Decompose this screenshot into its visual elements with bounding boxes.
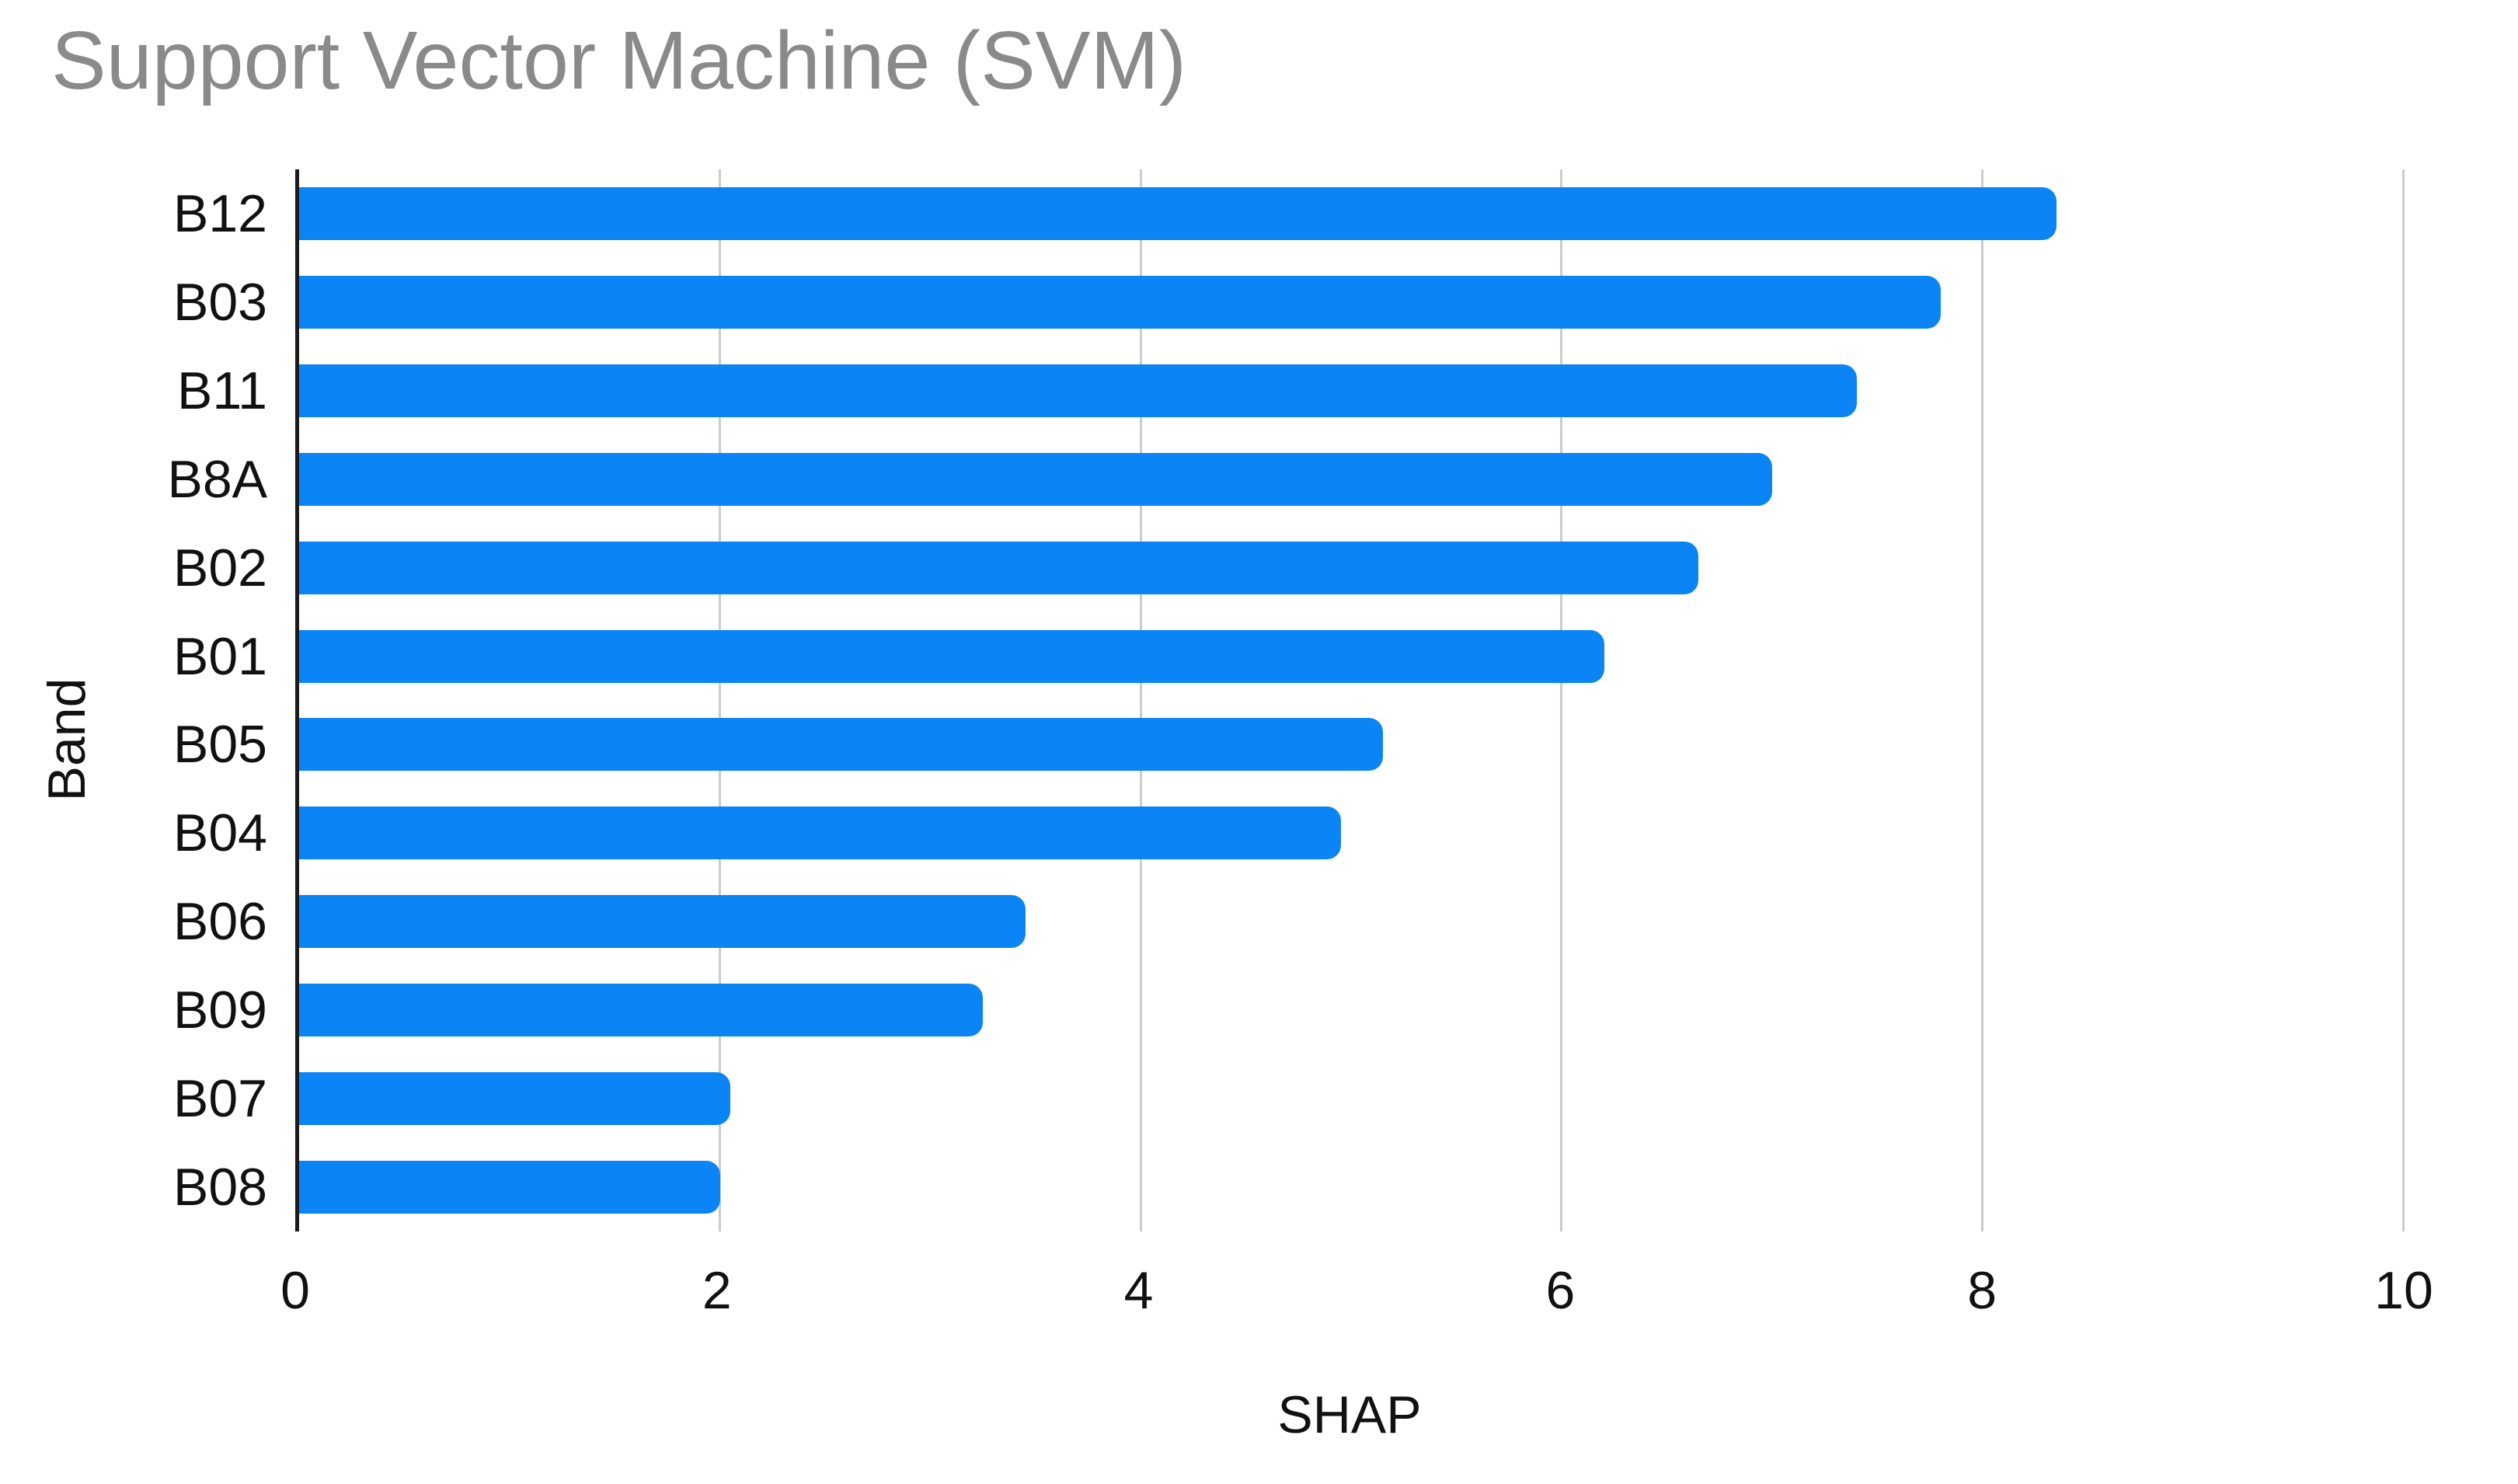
y-tick-label-B01: B01	[173, 626, 267, 686]
gridline-x-6	[1560, 169, 1563, 1231]
bar-row-B03	[299, 258, 2404, 347]
y-tick-label-B05: B05	[173, 715, 267, 775]
bar-row-B02	[299, 524, 2404, 612]
gridline-x-4	[1139, 169, 1142, 1231]
bar-row-B09	[299, 966, 2404, 1054]
x-tick-label-8: 8	[1967, 1261, 1997, 1320]
y-tick-label-B09: B09	[173, 981, 267, 1040]
y-tick-label-B08: B08	[173, 1158, 267, 1218]
bar-row-B05	[299, 701, 2404, 789]
bar-B05	[299, 718, 1384, 772]
chart-title: Support Vector Machine (SVM)	[51, 15, 1187, 106]
bar-B03	[299, 275, 1942, 329]
bar-row-B12	[299, 169, 2404, 258]
bar-B12	[299, 186, 2057, 240]
bar-row-B11	[299, 347, 2404, 435]
bar-row-B07	[299, 1054, 2404, 1143]
gridline-x-8	[1981, 169, 1984, 1231]
gridline-x-10	[2402, 169, 2405, 1231]
y-tick-label-B04: B04	[173, 803, 267, 863]
x-tick-label-2: 2	[702, 1261, 732, 1320]
bar-row-B06	[299, 877, 2404, 966]
x-tick-label-10: 10	[2374, 1261, 2433, 1320]
bar-B8A	[299, 452, 1773, 506]
gridline-x-2	[718, 169, 721, 1231]
y-tick-label-B06: B06	[173, 892, 267, 952]
plot-area	[295, 169, 2405, 1231]
bar-row-B04	[299, 789, 2404, 877]
bar-B01	[299, 629, 1604, 683]
bar-B09	[299, 984, 984, 1037]
y-tick-label-B07: B07	[173, 1069, 267, 1129]
x-tick-label-4: 4	[1123, 1261, 1154, 1320]
bar-B07	[299, 1072, 731, 1126]
bar-row-B08	[299, 1143, 2404, 1231]
bar-B04	[299, 806, 1341, 860]
x-tick-label-0: 0	[280, 1261, 310, 1320]
bar-B08	[299, 1161, 720, 1214]
x-axis-title: SHAP	[1277, 1385, 1422, 1444]
bar-B11	[299, 364, 1857, 417]
bar-B02	[299, 541, 1699, 594]
y-tick-label-B02: B02	[173, 538, 267, 597]
bar-B06	[299, 895, 1026, 949]
bar-series	[299, 169, 2404, 1231]
bar-row-B01	[299, 612, 2404, 701]
bar-row-B8A	[299, 435, 2404, 524]
y-tick-label-B12: B12	[173, 183, 267, 243]
y-tick-label-B03: B03	[173, 272, 267, 332]
x-tick-label-6: 6	[1545, 1261, 1576, 1320]
y-axis-labels: B12 B03 B11 B8A B02 B01 B05 B04 B06 B09 B07 B08	[0, 169, 267, 1231]
y-tick-label-B11: B11	[177, 361, 267, 420]
y-tick-label-B8A: B8A	[167, 449, 267, 509]
